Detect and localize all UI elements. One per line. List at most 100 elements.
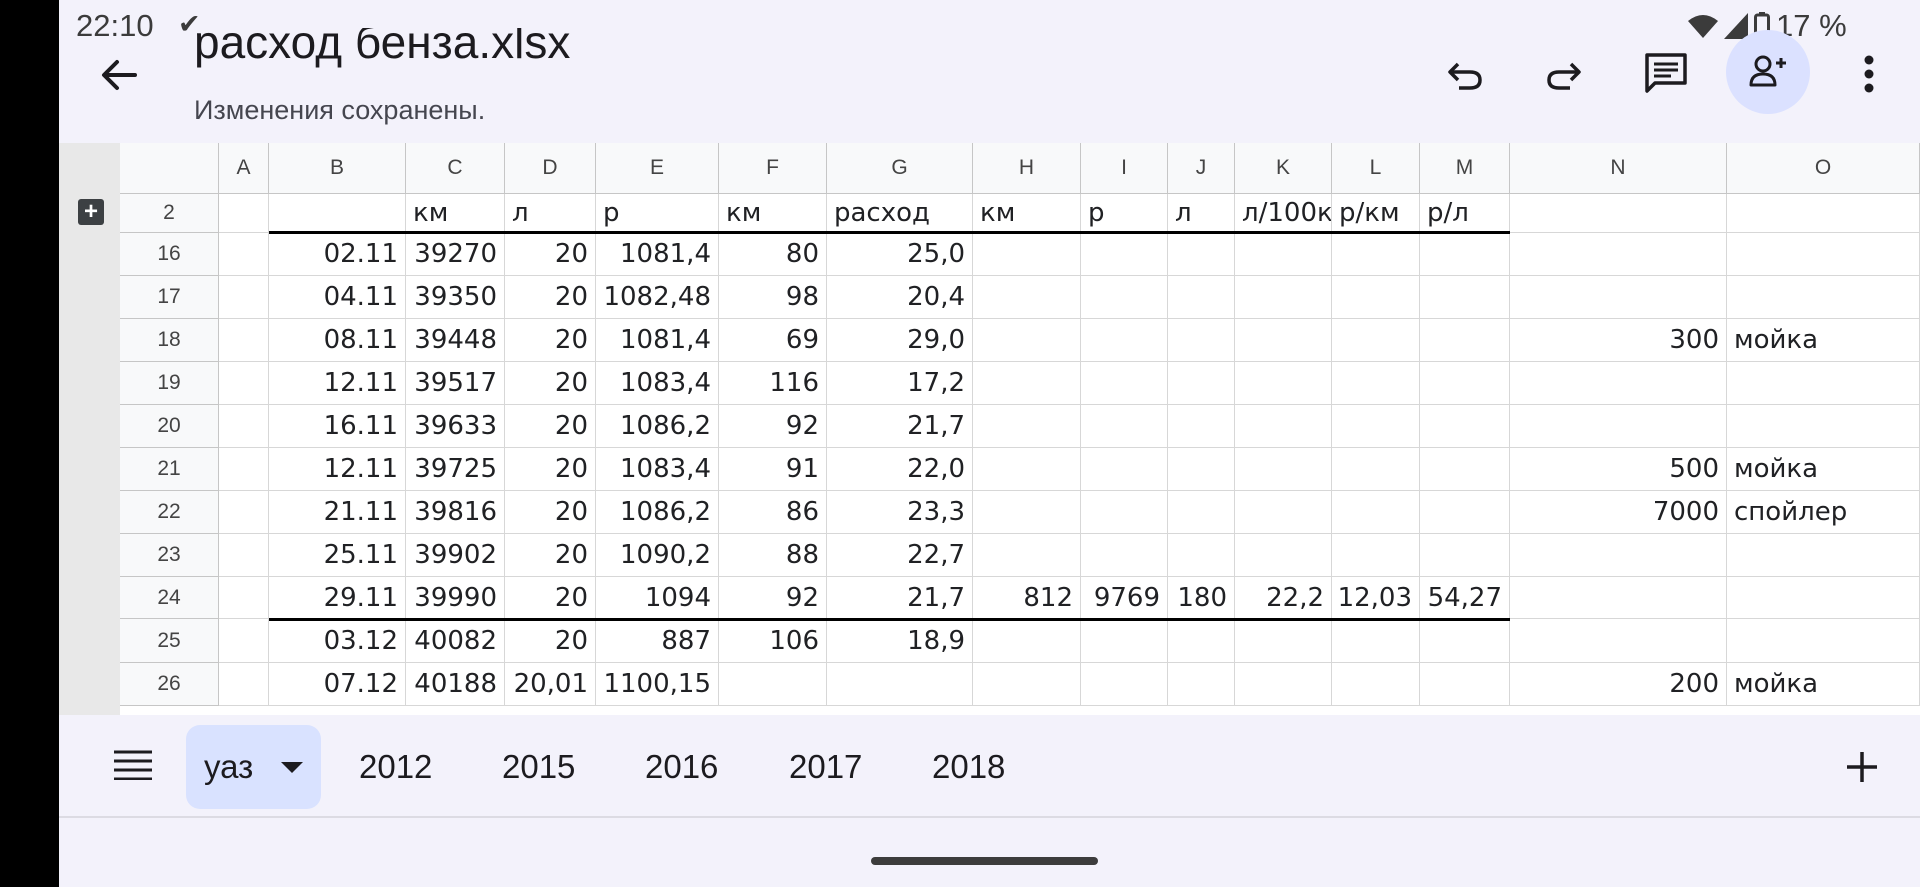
cell-f-18[interactable]: 69: [719, 319, 827, 362]
cell-i-19[interactable]: [1081, 362, 1168, 405]
sheet-tab-2017[interactable]: 2017: [789, 748, 863, 785]
cell-g-21[interactable]: 22,0: [827, 448, 973, 491]
cell-g-23[interactable]: 22,7: [827, 534, 973, 577]
cell-b-26[interactable]: 07.12: [269, 663, 406, 706]
cell-h-17[interactable]: [973, 276, 1081, 319]
comment-button[interactable]: [1634, 42, 1698, 106]
cell-i-24[interactable]: 9769: [1081, 577, 1168, 619]
cell-o-19[interactable]: [1727, 362, 1920, 405]
cell-b-21[interactable]: 12.11: [269, 448, 406, 491]
cell-m-19[interactable]: [1420, 362, 1510, 405]
cell-n-23[interactable]: [1510, 534, 1727, 577]
cell-c-26[interactable]: 40188: [406, 663, 505, 706]
cell-f-17[interactable]: 98: [719, 276, 827, 319]
cell-e-2[interactable]: р: [596, 194, 719, 233]
cell-o-26[interactable]: мойка: [1727, 663, 1920, 706]
cell-e-23[interactable]: 1090,2: [596, 534, 719, 577]
cell-c-16[interactable]: 39270: [406, 233, 505, 276]
cell-i-26[interactable]: [1081, 663, 1168, 706]
cell-n-22[interactable]: 7000: [1510, 491, 1727, 534]
cell-d-26[interactable]: 20,01: [505, 663, 596, 706]
row-header[interactable]: 26: [120, 663, 219, 706]
cell-k-21[interactable]: [1235, 448, 1332, 491]
redo-button[interactable]: [1532, 42, 1596, 106]
cell-l-23[interactable]: [1332, 534, 1420, 577]
cell-g-25[interactable]: 18,9: [827, 619, 973, 663]
cell-i-17[interactable]: [1081, 276, 1168, 319]
cell-m-21[interactable]: [1420, 448, 1510, 491]
row-header[interactable]: 21: [120, 448, 219, 491]
cell-f-20[interactable]: 92: [719, 405, 827, 448]
cell-l-19[interactable]: [1332, 362, 1420, 405]
cell-d-21[interactable]: 20: [505, 448, 596, 491]
cell-a-18[interactable]: [219, 319, 269, 362]
cell-m-16[interactable]: [1420, 233, 1510, 276]
cell-f-19[interactable]: 116: [719, 362, 827, 405]
cell-e-24[interactable]: 1094: [596, 577, 719, 619]
row-header[interactable]: 23: [120, 534, 219, 577]
cell-j-18[interactable]: [1168, 319, 1235, 362]
cell-m-25[interactable]: [1420, 619, 1510, 663]
cell-e-20[interactable]: 1086,2: [596, 405, 719, 448]
cell-k-22[interactable]: [1235, 491, 1332, 534]
cell-o-17[interactable]: [1727, 276, 1920, 319]
cell-e-19[interactable]: 1083,4: [596, 362, 719, 405]
column-header-m[interactable]: M: [1420, 143, 1510, 194]
cell-f-16[interactable]: 80: [719, 233, 827, 276]
cell-k-18[interactable]: [1235, 319, 1332, 362]
cell-f-21[interactable]: 91: [719, 448, 827, 491]
share-button[interactable]: [1726, 30, 1810, 114]
cell-b-22[interactable]: 21.11: [269, 491, 406, 534]
cell-b-24[interactable]: 29.11: [269, 577, 406, 619]
spreadsheet-grid[interactable]: + A B C D E F G H I J K L M N O 2 км л р км расход км р л л/100к…: [59, 143, 1920, 715]
cell-b-17[interactable]: 04.11: [269, 276, 406, 319]
column-header-a[interactable]: A: [219, 143, 269, 194]
cell-j-17[interactable]: [1168, 276, 1235, 319]
cell-h-23[interactable]: [973, 534, 1081, 577]
column-header-l[interactable]: L: [1332, 143, 1420, 194]
cell-g-17[interactable]: 20,4: [827, 276, 973, 319]
row-header[interactable]: 25: [120, 619, 219, 663]
column-header-i[interactable]: I: [1081, 143, 1168, 194]
cell-d-2[interactable]: л: [505, 194, 596, 233]
cell-b-18[interactable]: 08.11: [269, 319, 406, 362]
cell-d-20[interactable]: 20: [505, 405, 596, 448]
cell-g-18[interactable]: 29,0: [827, 319, 973, 362]
cell-o-24[interactable]: [1727, 577, 1920, 619]
column-header-o[interactable]: O: [1727, 143, 1920, 194]
cell-j-25[interactable]: [1168, 619, 1235, 663]
sheet-list-button[interactable]: [105, 737, 161, 793]
cell-l-20[interactable]: [1332, 405, 1420, 448]
cell-o-20[interactable]: [1727, 405, 1920, 448]
cell-k-17[interactable]: [1235, 276, 1332, 319]
cell-i-16[interactable]: [1081, 233, 1168, 276]
cell-n-21[interactable]: 500: [1510, 448, 1727, 491]
cell-i-21[interactable]: [1081, 448, 1168, 491]
cell-g-2[interactable]: расход: [827, 194, 973, 233]
cell-a-24[interactable]: [219, 577, 269, 619]
cell-l-16[interactable]: [1332, 233, 1420, 276]
cell-i-18[interactable]: [1081, 319, 1168, 362]
cell-n-24[interactable]: [1510, 577, 1727, 619]
column-header-h[interactable]: H: [973, 143, 1081, 194]
cell-n-25[interactable]: [1510, 619, 1727, 663]
cell-c-2[interactable]: км: [406, 194, 505, 233]
sheet-tab-uaz[interactable]: уаз: [186, 725, 322, 809]
cell-d-16[interactable]: 20: [505, 233, 596, 276]
cell-c-22[interactable]: 39816: [406, 491, 505, 534]
sheet-tab-2018[interactable]: 2018: [932, 748, 1006, 785]
cell-l-21[interactable]: [1332, 448, 1420, 491]
cell-l-26[interactable]: [1332, 663, 1420, 706]
cell-g-20[interactable]: 21,7: [827, 405, 973, 448]
column-header-n[interactable]: N: [1510, 143, 1727, 194]
cell-n-18[interactable]: 300: [1510, 319, 1727, 362]
cell-k-25[interactable]: [1235, 619, 1332, 663]
expand-rows-icon[interactable]: +: [78, 199, 104, 225]
cell-f-2[interactable]: км: [719, 194, 827, 233]
cell-h-2[interactable]: км: [973, 194, 1081, 233]
cell-k-19[interactable]: [1235, 362, 1332, 405]
cell-j-20[interactable]: [1168, 405, 1235, 448]
cell-e-21[interactable]: 1083,4: [596, 448, 719, 491]
cell-g-16[interactable]: 25,0: [827, 233, 973, 276]
undo-button[interactable]: [1433, 42, 1497, 106]
